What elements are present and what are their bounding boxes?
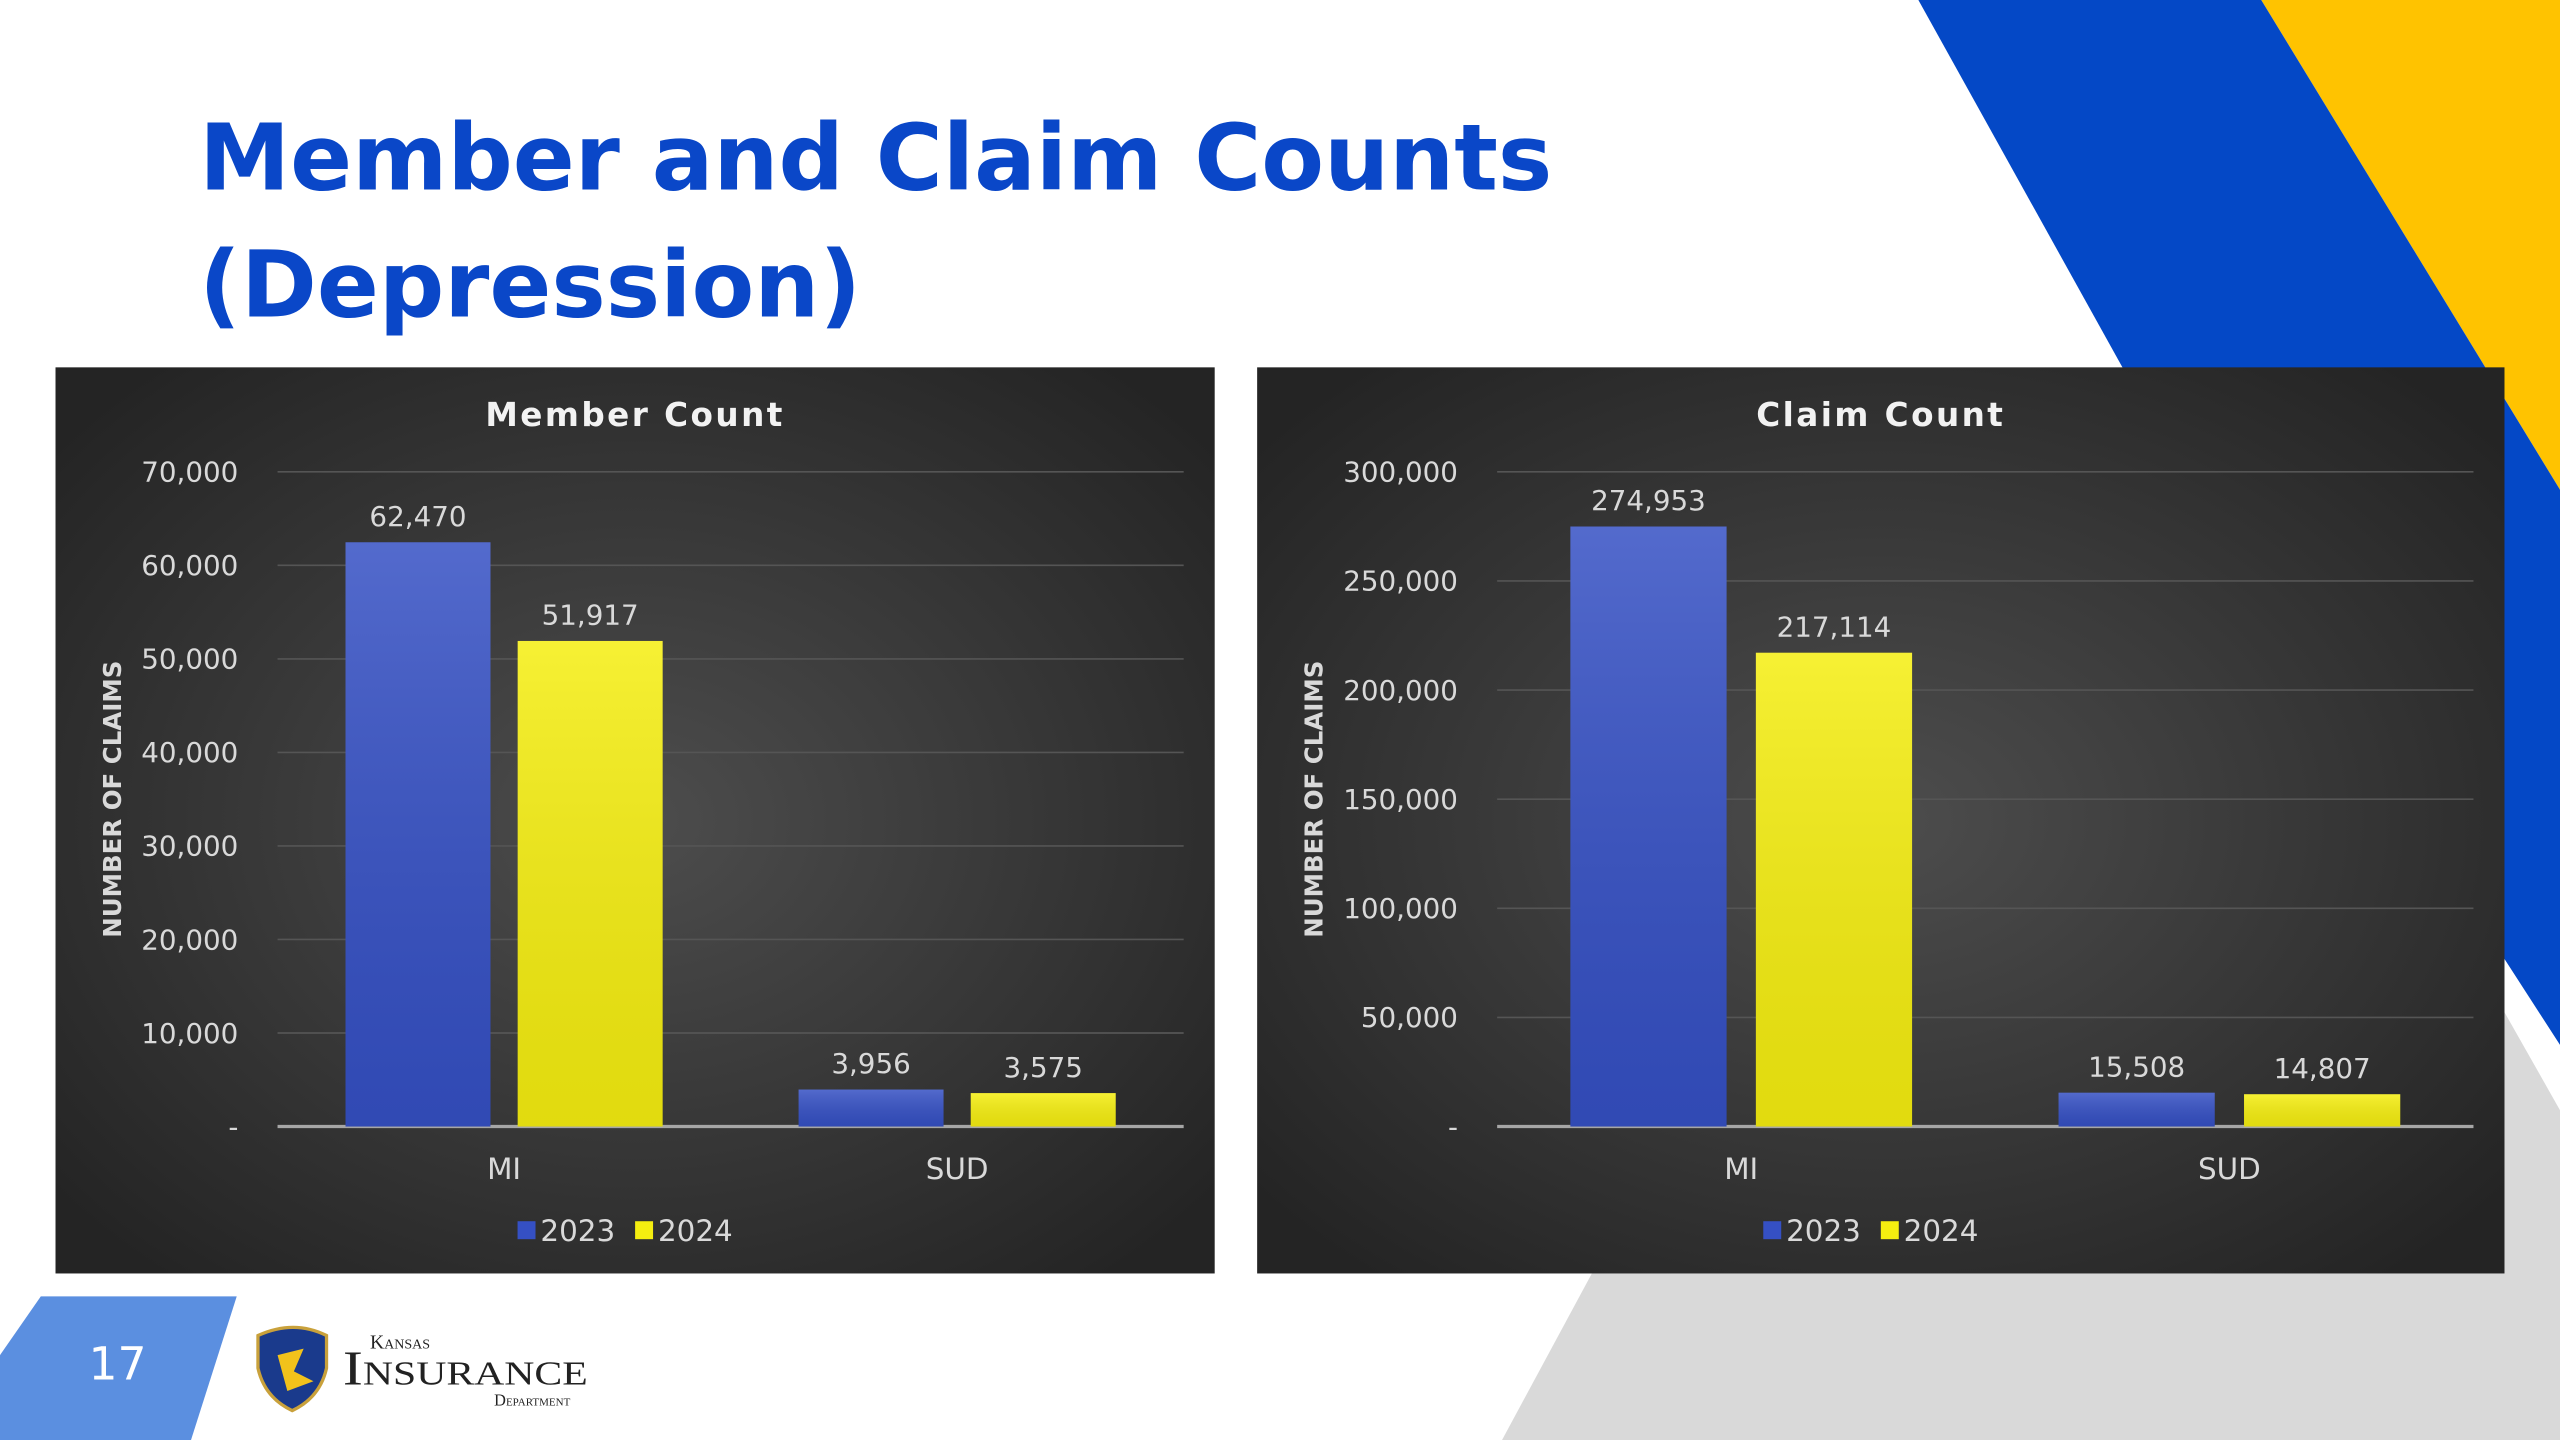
page-number-tab bbox=[0, 1296, 237, 1440]
legend: 2023 2024 bbox=[1763, 1214, 1978, 1248]
legend-label: 2023 bbox=[1786, 1214, 1861, 1248]
bar-sheen bbox=[1755, 652, 1913, 1127]
legend: 2023 2024 bbox=[517, 1214, 733, 1248]
legend-swatch bbox=[1763, 1221, 1782, 1240]
data-label: 3,956 bbox=[831, 1047, 910, 1080]
page-number: 17 bbox=[88, 1338, 146, 1391]
y-tick-label: 250,000 bbox=[1343, 565, 1458, 598]
x-tick-label: SUD bbox=[2198, 1152, 2261, 1186]
chart: Claim Count NUMBER OF CLAIMS - 50,000 100,00… bbox=[1257, 367, 2505, 1274]
legend-label: 2024 bbox=[658, 1214, 733, 1248]
x-tick-label: MI bbox=[1724, 1152, 1758, 1186]
x-tick-label: SUD bbox=[926, 1152, 989, 1186]
bar-sheen bbox=[345, 542, 491, 1127]
logo: Kansas Insurance Department bbox=[256, 1325, 588, 1413]
y-tick-label: 70,000 bbox=[141, 456, 238, 489]
logo-emblem bbox=[277, 1348, 314, 1392]
bar-sheen bbox=[970, 1093, 1116, 1127]
y-tick-label: 300,000 bbox=[1343, 456, 1458, 489]
decor-gray bbox=[1502, 1012, 2560, 1440]
y-tick-label: 50,000 bbox=[141, 643, 238, 676]
logo-top: Kansas bbox=[370, 1333, 430, 1354]
slide-title-line: Member and Claim Counts bbox=[199, 104, 1552, 211]
legend-swatch bbox=[635, 1221, 654, 1240]
chart-title: Claim Count bbox=[1756, 396, 2005, 434]
bar-sheen bbox=[2244, 1094, 2401, 1127]
y-axis-title: NUMBER OF CLAIMS bbox=[98, 661, 127, 938]
data-label: 217,114 bbox=[1777, 610, 1892, 643]
data-label: 274,953 bbox=[1591, 484, 1706, 517]
bar-sheen bbox=[1570, 526, 1727, 1127]
y-tick-label: 30,000 bbox=[141, 830, 238, 863]
y-tick-label: - bbox=[1448, 1110, 1458, 1143]
y-tick-label: 200,000 bbox=[1343, 674, 1458, 707]
legend-label: 2023 bbox=[540, 1214, 615, 1248]
logo-bottom: Department bbox=[494, 1391, 570, 1410]
x-tick-label: MI bbox=[487, 1152, 521, 1186]
y-tick-label: 20,000 bbox=[141, 923, 238, 956]
y-tick-label: 50,000 bbox=[1361, 1001, 1458, 1034]
y-tick-label: - bbox=[228, 1110, 238, 1143]
bar-sheen bbox=[2058, 1092, 2215, 1127]
chart: Member Count NUMBER OF CLAIMS - 10,000 20,00… bbox=[55, 367, 1215, 1274]
y-tick-label: 60,000 bbox=[141, 549, 238, 582]
data-label: 14,807 bbox=[2274, 1052, 2371, 1085]
legend-label: 2024 bbox=[1904, 1214, 1979, 1248]
legend-swatch bbox=[1880, 1221, 1899, 1240]
data-label: 15,508 bbox=[2088, 1050, 2185, 1083]
data-label: 3,575 bbox=[1003, 1051, 1082, 1084]
data-label: 51,917 bbox=[542, 599, 639, 632]
legend-swatch bbox=[517, 1221, 536, 1240]
bar-sheen bbox=[798, 1089, 944, 1127]
bar-sheen bbox=[517, 640, 663, 1127]
y-tick-label: 10,000 bbox=[141, 1017, 238, 1050]
chart-title: Member Count bbox=[485, 396, 784, 434]
logo-main: Insurance bbox=[343, 1340, 588, 1395]
y-tick-label: 150,000 bbox=[1343, 783, 1458, 816]
y-tick-label: 40,000 bbox=[141, 736, 238, 769]
y-tick-label: 100,000 bbox=[1343, 892, 1458, 925]
slide-title-line: (Depression) bbox=[199, 232, 861, 339]
data-label: 62,470 bbox=[369, 500, 466, 533]
y-axis-title: NUMBER OF CLAIMS bbox=[1299, 661, 1328, 938]
